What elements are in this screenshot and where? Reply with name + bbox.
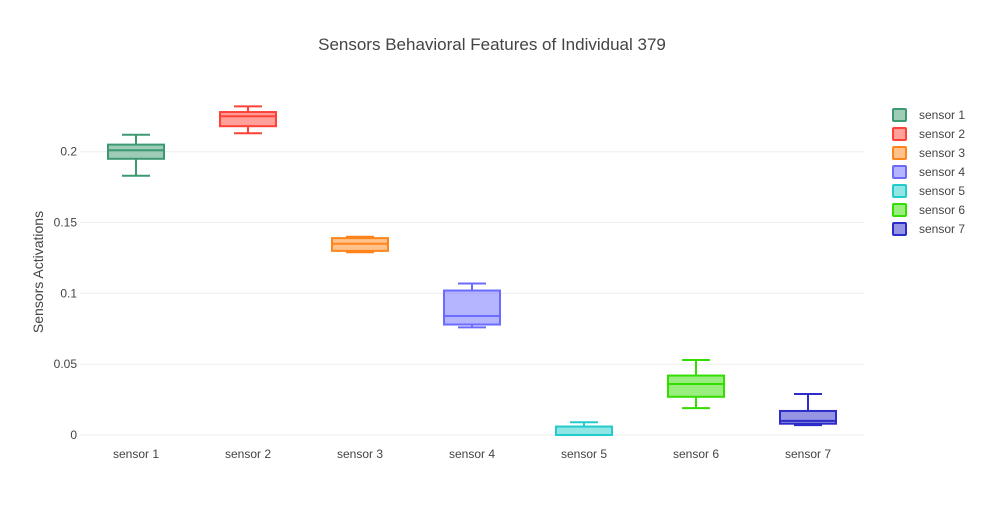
boxes — [107, 105, 837, 437]
x-axis-ticks: sensor 1 sensor 2 sensor 3 sensor 4 sensor 5… — [113, 447, 831, 461]
legend-item[interactable]: sensor 2 — [892, 127, 965, 141]
x-tick-label: sensor 6 — [673, 447, 719, 461]
box-1 — [107, 133, 165, 177]
iqr-box — [107, 143, 165, 160]
box-3 — [331, 235, 389, 254]
legend-item[interactable]: sensor 5 — [892, 184, 965, 198]
legend-item[interactable]: sensor 7 — [892, 222, 965, 236]
legend-label: sensor 6 — [919, 203, 965, 217]
legend-label: sensor 2 — [919, 127, 965, 141]
box-4 — [443, 282, 501, 329]
y-tick-label: 0.15 — [54, 216, 78, 230]
legend-item[interactable]: sensor 4 — [892, 165, 965, 179]
y-axis-label: Sensors Activations — [30, 211, 46, 333]
legend-item[interactable]: sensor 1 — [892, 108, 965, 122]
legend-swatch — [892, 146, 907, 160]
box-7 — [779, 392, 837, 427]
x-tick-label: sensor 7 — [785, 447, 831, 461]
legend-label: sensor 4 — [919, 165, 965, 179]
y-tick-label: 0 — [70, 428, 77, 442]
legend-swatch — [892, 184, 907, 198]
legend-swatch — [892, 127, 907, 141]
iqr-box — [555, 425, 613, 437]
legend-label: sensor 5 — [919, 184, 965, 198]
legend-swatch — [892, 108, 907, 122]
y-tick-label: 0.2 — [60, 145, 77, 159]
chart-title: Sensors Behavioral Features of Individua… — [318, 35, 666, 54]
x-tick-label: sensor 2 — [225, 447, 271, 461]
legend: sensor 1 sensor 2 sensor 3 sensor 4 sensor 5… — [892, 108, 965, 236]
legend-swatch — [892, 165, 907, 179]
iqr-box — [219, 111, 277, 128]
legend-label: sensor 3 — [919, 146, 965, 160]
y-axis-ticks: 0 0.05 0.1 0.15 0.2 — [54, 145, 78, 442]
x-tick-label: sensor 3 — [337, 447, 383, 461]
x-tick-label: sensor 1 — [113, 447, 159, 461]
x-tick-label: sensor 4 — [449, 447, 495, 461]
iqr-box — [443, 289, 501, 326]
box-6 — [667, 358, 725, 410]
legend-label: sensor 1 — [919, 108, 965, 122]
legend-swatch — [892, 222, 907, 236]
box-5 — [555, 421, 613, 437]
legend-item[interactable]: sensor 3 — [892, 146, 965, 160]
legend-swatch — [892, 203, 907, 217]
x-tick-label: sensor 5 — [561, 447, 607, 461]
legend-label: sensor 7 — [919, 222, 965, 236]
y-tick-label: 0.1 — [60, 286, 77, 300]
y-tick-label: 0.05 — [54, 357, 78, 371]
iqr-box — [667, 374, 725, 398]
box-2 — [219, 105, 277, 135]
legend-item[interactable]: sensor 6 — [892, 203, 965, 217]
